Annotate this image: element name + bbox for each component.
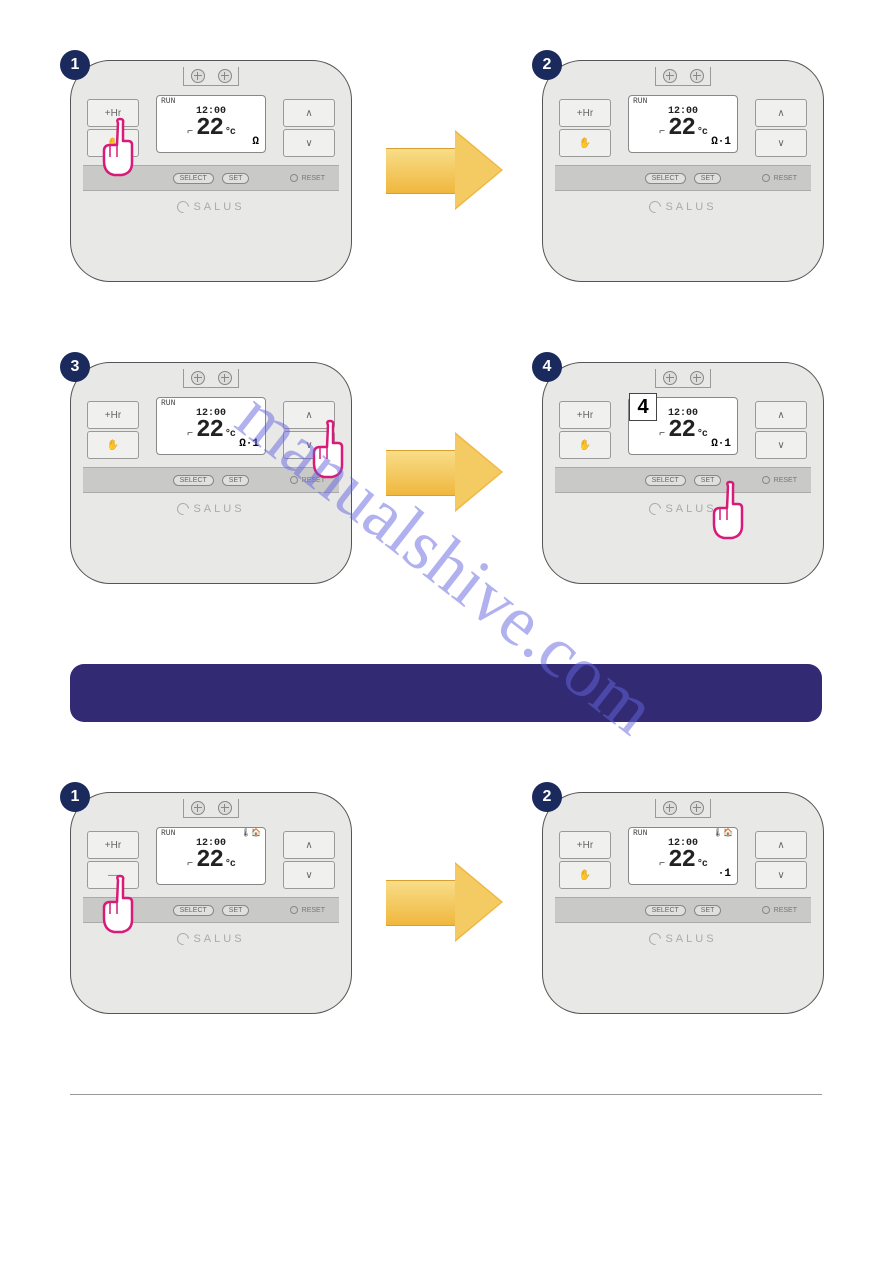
down-button[interactable]: ∨	[755, 431, 807, 459]
lcd-display: RUN 12:00 ⌐22°c Ω∙1	[628, 95, 738, 153]
hour-plus-button[interactable]: +Hr	[87, 401, 139, 429]
set-button[interactable]: SET	[694, 173, 722, 184]
step-badge: 4	[532, 352, 562, 382]
select-button[interactable]: SELECT	[173, 475, 214, 486]
brand-label: SALUS	[543, 201, 823, 213]
down-button[interactable]: ∨	[755, 861, 807, 889]
brand-label: SALUS	[71, 503, 351, 515]
set-button[interactable]: SET	[694, 905, 722, 916]
step-row: 3 +Hr ✋ ∧ ∨ RUN 12:00 ⌐22°c Ω∙1 SELECT S…	[70, 362, 822, 584]
up-button[interactable]: ∧	[755, 99, 807, 127]
flow-arrow-icon	[386, 148, 506, 194]
thermostat-device: +Hr ✋ ∧ ∨ RUN 12:00 ⌐22°c Ω∙1 SELECT SET…	[542, 60, 824, 282]
manual-override-button[interactable]: ✋	[559, 431, 611, 459]
brand-label: SALUS	[543, 933, 823, 945]
manual-override-button[interactable]: ✋	[87, 431, 139, 459]
down-button[interactable]: ∨	[283, 861, 335, 889]
lcd-display: RUN🌡🏠 12:00 ⌐22°c ∙1	[628, 827, 738, 885]
overlay-digit: 4	[629, 393, 657, 421]
hour-plus-button[interactable]: +Hr	[559, 831, 611, 859]
hour-plus-button[interactable]: +Hr	[559, 401, 611, 429]
thermostat-step: 4 +Hr ✋ ∧ ∨ RUN 12:00 ⌐22°c Ω∙1 SELECT S…	[542, 362, 822, 584]
thermostat-device: +Hr — ∧ ∨ RUN🌡🏠 12:00 ⌐22°c SELECT SET R…	[70, 792, 352, 1014]
select-button[interactable]: SELECT	[645, 905, 686, 916]
select-button[interactable]: SELECT	[645, 475, 686, 486]
mounting-screws	[655, 67, 711, 86]
step-badge: 1	[60, 782, 90, 812]
reset-button[interactable]: RESET	[762, 906, 797, 914]
up-button[interactable]: ∧	[755, 831, 807, 859]
reset-button[interactable]: RESET	[762, 476, 797, 484]
up-button[interactable]: ∧	[283, 401, 335, 429]
mounting-screws	[183, 67, 239, 86]
reset-button[interactable]: RESET	[762, 174, 797, 182]
reset-button[interactable]: RESET	[290, 906, 325, 914]
step-badge: 2	[532, 782, 562, 812]
hour-plus-button[interactable]: +Hr	[87, 99, 139, 127]
footer-divider	[70, 1094, 822, 1095]
select-button[interactable]: SELECT	[173, 173, 214, 184]
step-badge: 3	[60, 352, 90, 382]
control-strip: SELECT SET RESET	[555, 165, 811, 191]
lcd-display: RUN🌡🏠 12:00 ⌐22°c	[156, 827, 266, 885]
lcd-display: RUN 12:00 ⌐22°c Ω∙1	[156, 397, 266, 455]
set-button[interactable]: SET	[694, 475, 722, 486]
select-button[interactable]: SELECT	[645, 173, 686, 184]
hour-plus-button[interactable]: +Hr	[87, 831, 139, 859]
control-strip: SELECT SET RESET	[555, 467, 811, 493]
thermostat-device: +Hr ✋ ∧ ∨ RUN 12:00 ⌐22°c Ω∙1 SELECT SET…	[542, 362, 824, 584]
section-divider-bar	[70, 664, 822, 722]
mounting-screws	[655, 799, 711, 818]
up-button[interactable]: ∧	[283, 99, 335, 127]
thermostat-step: 1 +Hr ✋ ∧ ∨ RUN 12:00 ⌐22°c Ω SELECT SET…	[70, 60, 350, 282]
step-badge: 2	[532, 50, 562, 80]
thermostat-step: 2 +Hr ✋ ∧ ∨ RUN🌡🏠 12:00 ⌐22°c ∙1 SELECT …	[542, 792, 822, 1014]
brand-label: SALUS	[71, 201, 351, 213]
mounting-screws	[655, 369, 711, 388]
set-button[interactable]: SET	[222, 905, 250, 916]
brand-label: SALUS	[543, 503, 823, 515]
down-button[interactable]: ∨	[283, 129, 335, 157]
up-button[interactable]: ∧	[283, 831, 335, 859]
lcd-display: RUN 12:00 ⌐22°c Ω	[156, 95, 266, 153]
down-button[interactable]: ∨	[755, 129, 807, 157]
manual-override-button[interactable]: —	[87, 861, 139, 889]
step-badge: 1	[60, 50, 90, 80]
step-row: 1 +Hr ✋ ∧ ∨ RUN 12:00 ⌐22°c Ω SELECT SET…	[70, 60, 822, 282]
mounting-screws	[183, 799, 239, 818]
thermostat-device: +Hr ✋ ∧ ∨ RUN 12:00 ⌐22°c Ω∙1 SELECT SET…	[70, 362, 352, 584]
thermostat-step: 3 +Hr ✋ ∧ ∨ RUN 12:00 ⌐22°c Ω∙1 SELECT S…	[70, 362, 350, 584]
control-strip: SELECT SET RESET	[555, 897, 811, 923]
manual-override-button[interactable]: ✋	[559, 129, 611, 157]
thermostat-step: 1 +Hr — ∧ ∨ RUN🌡🏠 12:00 ⌐22°c SELECT SET…	[70, 792, 350, 1014]
up-button[interactable]: ∧	[755, 401, 807, 429]
step-row: 1 +Hr — ∧ ∨ RUN🌡🏠 12:00 ⌐22°c SELECT SET…	[70, 792, 822, 1014]
flow-arrow-icon	[386, 880, 506, 926]
hour-plus-button[interactable]: +Hr	[559, 99, 611, 127]
thermostat-step: 2 +Hr ✋ ∧ ∨ RUN 12:00 ⌐22°c Ω∙1 SELECT S…	[542, 60, 822, 282]
down-button[interactable]: ∨	[283, 431, 335, 459]
brand-label: SALUS	[71, 933, 351, 945]
reset-button[interactable]: RESET	[290, 476, 325, 484]
mounting-screws	[183, 369, 239, 388]
thermostat-device: +Hr ✋ ∧ ∨ RUN 12:00 ⌐22°c Ω SELECT SET R…	[70, 60, 352, 282]
control-strip: SELECT SET RESET	[83, 467, 339, 493]
thermostat-device: +Hr ✋ ∧ ∨ RUN🌡🏠 12:00 ⌐22°c ∙1 SELECT SE…	[542, 792, 824, 1014]
reset-button[interactable]: RESET	[290, 174, 325, 182]
set-button[interactable]: SET	[222, 173, 250, 184]
control-strip: SELECT SET RESET	[83, 165, 339, 191]
manual-override-button[interactable]: ✋	[559, 861, 611, 889]
control-strip: SELECT SET RESET	[83, 897, 339, 923]
select-button[interactable]: SELECT	[173, 905, 214, 916]
flow-arrow-icon	[386, 450, 506, 496]
set-button[interactable]: SET	[222, 475, 250, 486]
manual-override-button[interactable]: ✋	[87, 129, 139, 157]
